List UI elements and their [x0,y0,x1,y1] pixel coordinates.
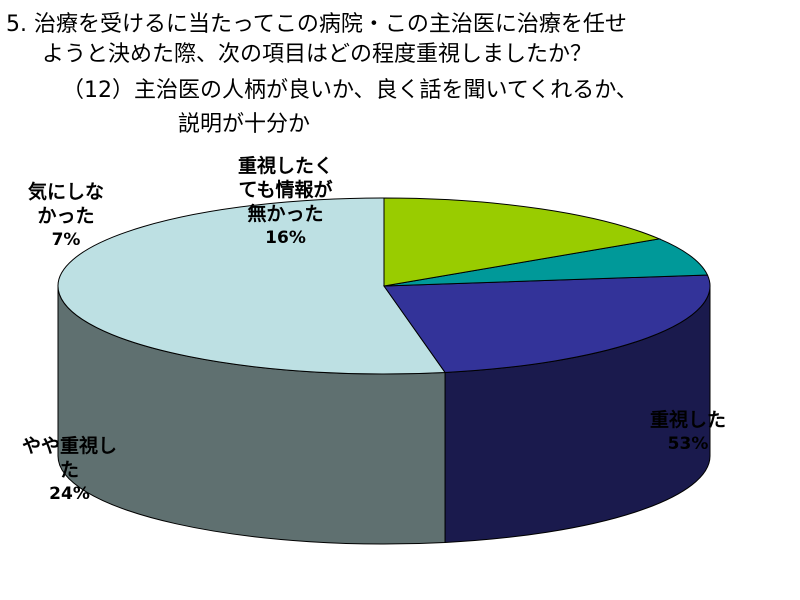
slice-label-important: 重視した 53% [650,408,726,456]
slice-label-percent: 24% [49,484,90,504]
slice-label-name: 重視したく [238,155,334,177]
chart-title-line-4: 説明が十分か [178,112,311,137]
pie-slice [383,274,711,373]
slice-label-no-information: 重視したく ても情報が 無かった 16% [238,154,333,250]
slice-label-name: 重視した [650,409,727,431]
slice-label-somewhat-important: やや重視し た 24% [22,434,117,506]
chart-title-line-2: ようと決めた際、次の項目はどの程度重視しましたか？ [42,42,593,67]
slice-label-name: た [60,459,80,481]
slice-label-name: ても情報が [238,179,333,201]
chart-title-line-1: 5. 治療を受けるに当たってこの病院・この主治医に治療を任せ [6,12,627,37]
pie-slice [57,197,447,375]
slice-label-name: 無かった [247,203,324,225]
slice-label-percent: 16% [265,228,306,248]
slice-label-name: 気にしな [28,181,105,203]
slice-label-not-concerned: 気にしな かった 7% [28,180,104,252]
pie-slice [383,197,662,287]
chart-title-line-3: （12）主治医の人柄が良いか、良く話を聞いてくれるか、 [62,78,638,103]
slice-label-name: やや重視し [22,435,118,457]
slice-label-percent: 53% [667,434,709,454]
slice-label-percent: 7% [51,230,81,250]
pie-slice [383,238,709,287]
slice-label-name: かった [37,205,95,227]
